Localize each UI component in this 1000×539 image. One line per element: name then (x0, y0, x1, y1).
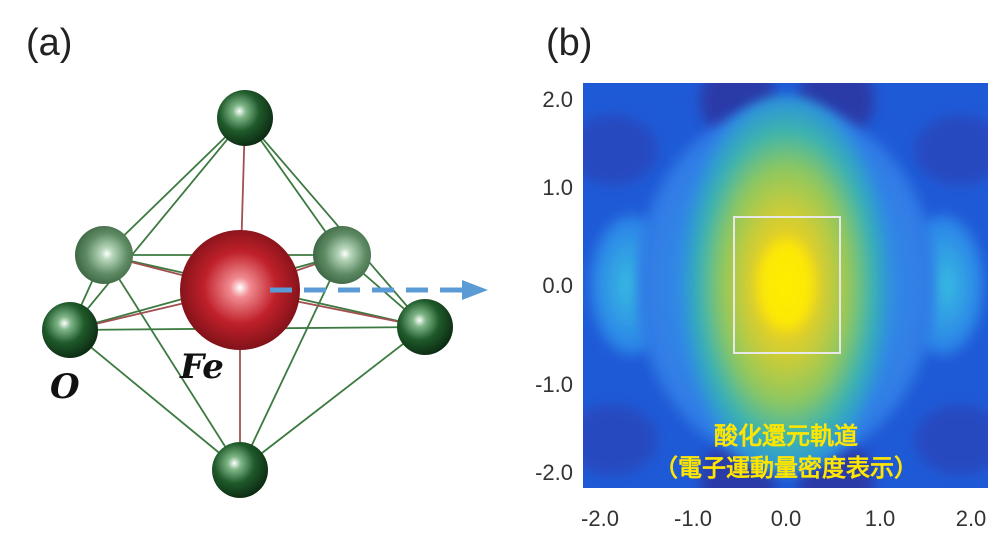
y-tick-label: 2.0 (542, 87, 573, 112)
oxygen-atom-top (217, 90, 273, 146)
y-tick-label: 1.0 (542, 175, 573, 200)
x-tick-label: -2.0 (581, 506, 619, 531)
y-tick-label: -1.0 (535, 372, 573, 397)
oxygen-atom-back-right (313, 226, 371, 284)
oxygen-label: O (50, 367, 80, 407)
iron-atom (180, 230, 300, 350)
octahedron-structure: O Fe (42, 90, 453, 498)
density-map (583, 83, 988, 488)
y-tick-label: -2.0 (535, 460, 573, 485)
iron-label: Fe (179, 347, 224, 387)
x-tick-label: 0.0 (771, 506, 802, 531)
highlight-box (733, 216, 841, 354)
oxygen-atom-front-left (42, 302, 98, 358)
oxygen-atom-front-right (397, 299, 453, 355)
map-caption-line1: 酸化還元軌道 (714, 422, 858, 450)
x-tick-label: -1.0 (674, 506, 712, 531)
x-axis-ticks: -2.0 -1.0 0.0 1.0 2.0 (581, 506, 986, 531)
panel-label-b: (b) (546, 22, 593, 64)
map-caption-line2: （電子運動量密度表示） (654, 454, 918, 482)
panel-label-a: (a) (26, 22, 73, 64)
y-axis-ticks: 2.0 1.0 0.0 -1.0 -2.0 (535, 87, 573, 485)
oxygen-atom-bottom (212, 442, 268, 498)
oxygen-atom-back-left (75, 226, 133, 284)
y-tick-label: 0.0 (542, 273, 573, 298)
arrow (270, 280, 488, 300)
x-tick-label: 2.0 (956, 506, 987, 531)
x-tick-label: 1.0 (865, 506, 896, 531)
